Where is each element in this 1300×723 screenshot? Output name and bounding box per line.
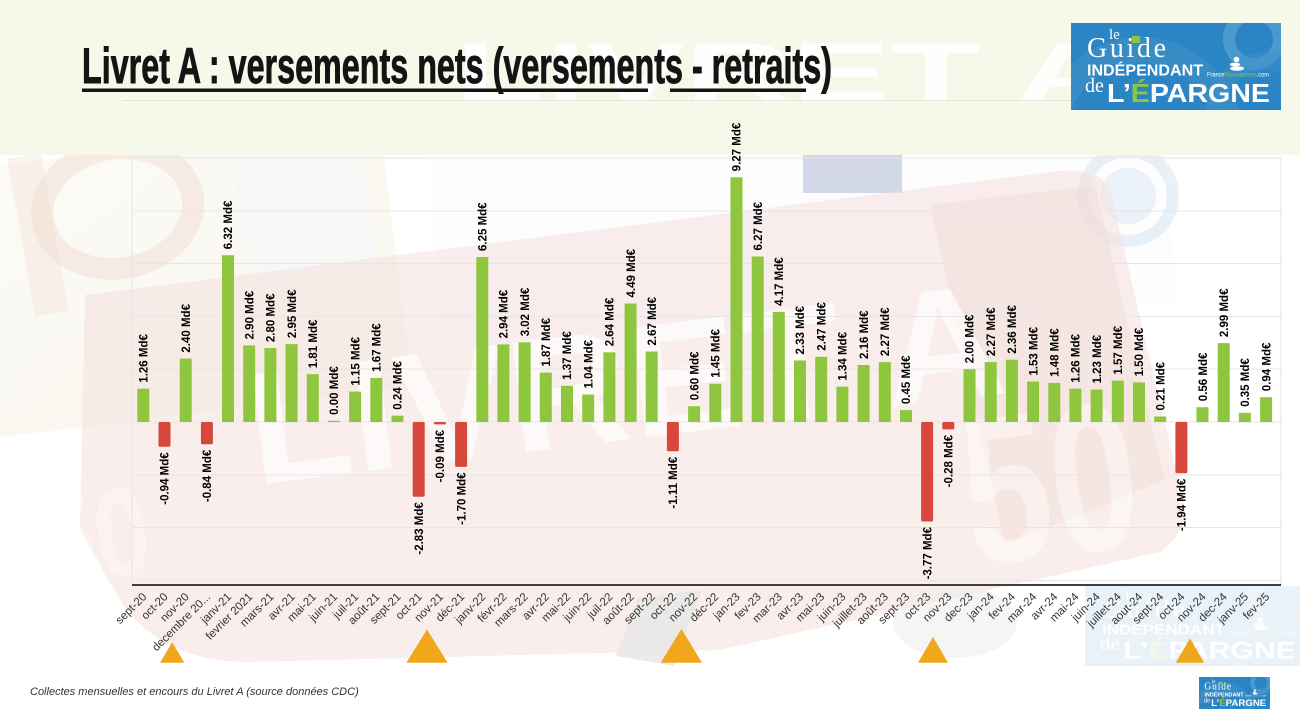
- svg-text:1.15 Md€: 1.15 Md€: [350, 336, 362, 385]
- svg-text:2.94 Md€: 2.94 Md€: [499, 289, 511, 338]
- svg-text:1.26 Md€: 1.26 Md€: [139, 334, 151, 383]
- svg-text:LIVRET A: LIVRET A: [455, 26, 1123, 121]
- svg-text:1.37 Md€: 1.37 Md€: [562, 331, 574, 380]
- svg-text:1.87 Md€: 1.87 Md€: [541, 317, 553, 366]
- svg-text:1.67 Md€: 1.67 Md€: [372, 323, 384, 372]
- svg-text:-1.94 Md€: -1.94 Md€: [1177, 478, 1189, 531]
- svg-text:1.81 Md€: 1.81 Md€: [308, 319, 320, 368]
- svg-text:-1.11 Md€: -1.11 Md€: [668, 456, 680, 508]
- svg-text:0.56 Md€: 0.56 Md€: [1198, 352, 1210, 401]
- svg-text:2.33 Md€: 2.33 Md€: [795, 305, 807, 354]
- svg-text:2.36 Md€: 2.36 Md€: [1007, 305, 1019, 354]
- svg-text:1.48 Md€: 1.48 Md€: [1050, 328, 1062, 377]
- svg-text:1.45 Md€: 1.45 Md€: [711, 329, 723, 378]
- svg-text:4.17 Md€: 4.17 Md€: [774, 257, 786, 306]
- svg-text:-1.70 Md€: -1.70 Md€: [456, 472, 468, 525]
- svg-text:9.27 Md€: 9.27 Md€: [732, 122, 744, 171]
- svg-text:0.60 Md€: 0.60 Md€: [689, 351, 701, 400]
- svg-text:-0.94 Md€: -0.94 Md€: [160, 452, 172, 505]
- svg-text:1.04 Md€: 1.04 Md€: [583, 339, 595, 388]
- svg-text:0.21 Md€: 0.21 Md€: [1155, 361, 1167, 410]
- svg-text:2.64 Md€: 2.64 Md€: [605, 297, 617, 346]
- svg-text:2.67 Md€: 2.67 Md€: [647, 296, 659, 345]
- svg-text:6.25 Md€: 6.25 Md€: [478, 202, 490, 251]
- svg-text:2.00 Md€: 2.00 Md€: [965, 314, 977, 363]
- svg-text:6.27 Md€: 6.27 Md€: [753, 201, 765, 250]
- svg-text:3.02 Md€: 3.02 Md€: [520, 287, 532, 336]
- svg-text:1.34 Md€: 1.34 Md€: [838, 331, 850, 380]
- svg-text:Livret A : versements nets (ve: Livret A : versements nets (versements -…: [82, 38, 832, 94]
- svg-text:-3.77 Md€: -3.77 Md€: [922, 526, 934, 579]
- svg-text:2.27 Md€: 2.27 Md€: [986, 307, 998, 356]
- svg-text:2.80 Md€: 2.80 Md€: [266, 293, 278, 342]
- svg-text:1.50 Md€: 1.50 Md€: [1134, 327, 1146, 376]
- svg-text:-0.84 Md€: -0.84 Md€: [202, 449, 214, 502]
- svg-text:2.40 Md€: 2.40 Md€: [181, 303, 193, 352]
- svg-text:Collectes mensuelles et encour: Collectes mensuelles et encours du Livre…: [30, 686, 359, 698]
- svg-text:-0.09 Md€: -0.09 Md€: [435, 429, 447, 482]
- svg-text:2.16 Md€: 2.16 Md€: [859, 310, 871, 359]
- svg-text:4.49 Md€: 4.49 Md€: [626, 248, 638, 297]
- svg-text:0.35 Md€: 0.35 Md€: [1240, 358, 1252, 407]
- svg-text:1.57 Md€: 1.57 Md€: [1113, 325, 1125, 374]
- svg-text:2.90 Md€: 2.90 Md€: [244, 290, 256, 339]
- svg-text:1.53 Md€: 1.53 Md€: [1028, 326, 1040, 375]
- svg-text:-0.28 Md€: -0.28 Md€: [944, 434, 956, 487]
- svg-text:0.00 Md€: 0.00 Md€: [329, 366, 341, 415]
- svg-text:1.23 Md€: 1.23 Md€: [1092, 334, 1104, 383]
- svg-text:-2.83 Md€: -2.83 Md€: [414, 502, 426, 555]
- svg-text:6.32 Md€: 6.32 Md€: [223, 200, 235, 249]
- svg-text:0.45 Md€: 0.45 Md€: [901, 355, 913, 404]
- svg-text:2.47 Md€: 2.47 Md€: [816, 302, 828, 351]
- svg-text:2.95 Md€: 2.95 Md€: [287, 289, 299, 338]
- svg-text:0.24 Md€: 0.24 Md€: [393, 361, 405, 410]
- svg-text:2.99 Md€: 2.99 Md€: [1219, 288, 1231, 337]
- svg-text:2.27 Md€: 2.27 Md€: [880, 307, 892, 356]
- svg-text:50: 50: [31, 460, 157, 611]
- svg-text:0.94 Md€: 0.94 Md€: [1261, 342, 1273, 391]
- svg-text:1.26 Md€: 1.26 Md€: [1071, 334, 1083, 383]
